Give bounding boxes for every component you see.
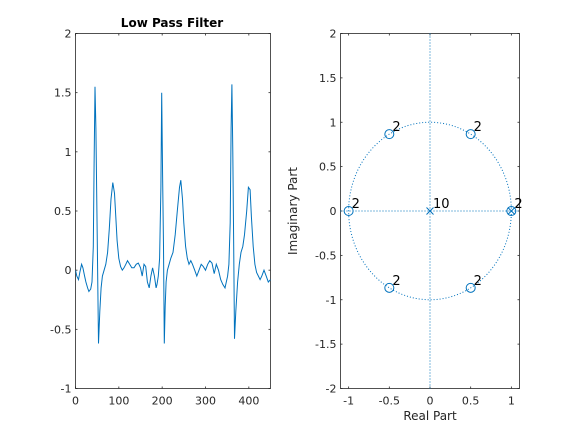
zero-multiplicity-label: 2 [514, 197, 522, 212]
chart2-ytick-label: -2 [326, 383, 337, 396]
chart1-ytick-label: 0.5 [54, 205, 72, 218]
chart2-xtick-label: -0.5 [379, 395, 400, 408]
chart1-title: Low Pass Filter [121, 16, 223, 30]
chart1-xtick-label: 0 [72, 395, 79, 408]
chart1-xtick-label: 200 [152, 395, 173, 408]
pole-multiplicity-label: 10 [433, 197, 450, 212]
chart2-xtick-label: 0 [427, 395, 434, 408]
zero-multiplicity-label: 2 [392, 120, 400, 135]
zero-marker [384, 282, 395, 293]
chart1-ytick-label: -0.5 [50, 323, 71, 336]
zero-marker [343, 206, 354, 216]
chart1-xtick-label: 100 [108, 395, 129, 408]
zero-marker [384, 129, 395, 140]
chart1-series-line [75, 84, 271, 344]
chart2-marks: 2 2 2 2 2 2 10 [343, 120, 523, 293]
chart1-xtick-label: 300 [195, 395, 216, 408]
chart1-ticks: 0 100 200 300 400 -1 -0.5 0 0.5 1 1.5 2 [50, 28, 271, 408]
chart2-xtick-label: 0.5 [462, 395, 480, 408]
chart2-xtick-label: 1 [508, 395, 515, 408]
chart2-ytick-label: 1.5 [319, 72, 337, 85]
zero-marker [506, 206, 517, 216]
chart1-ytick-label: -1 [61, 383, 72, 396]
chart1-axes-box [75, 33, 271, 389]
pole-marker [426, 207, 434, 215]
chart1-ytick-label: 2 [65, 28, 72, 41]
zero-multiplicity-label: 2 [474, 120, 482, 135]
chart2-ytick-label: -1.5 [315, 338, 336, 351]
chart1-ytick-label: 0 [65, 264, 72, 277]
chart1-ytick-label: 1 [65, 146, 72, 159]
pole-marker [507, 207, 516, 215]
chart2-ytick-label: 0 [330, 205, 337, 218]
chart1-xtick-label: 400 [238, 395, 259, 408]
chart2-ticks: -1 -0.5 0 0.5 1 -2 -1.5 -1 -0.5 0 0.5 1 1.5 2 [315, 28, 520, 408]
zero-multiplicity-label: 2 [474, 274, 482, 289]
chart2-ytick-label: 1 [330, 116, 337, 129]
chart1-ytick-label: 1.5 [54, 87, 72, 100]
zero-marker [465, 129, 476, 140]
chart2-xlabel: Real Part [403, 409, 457, 423]
chart2-ylabel: Imaginary Part [286, 167, 300, 255]
chart2-ytick-label: -0.5 [315, 249, 336, 262]
zero-multiplicity-label: 2 [392, 274, 400, 289]
low-pass-filter-chart: Low Pass Filter 0 100 200 300 400 -1 -0.5 0 0.5 1… [50, 16, 271, 408]
pole-zero-chart: -1 -0.5 0 0.5 1 -2 -1.5 -1 -0.5 0 0.5 1 1.5 2 2 2 2 2 2 2 1… [286, 28, 523, 424]
zero-marker [465, 282, 476, 293]
chart2-ytick-label: 0.5 [319, 161, 337, 174]
chart2-ytick-label: -1 [326, 294, 337, 307]
zero-multiplicity-label: 2 [352, 197, 360, 212]
chart2-ytick-label: 2 [330, 28, 337, 41]
chart2-xtick-label: -1 [343, 395, 354, 408]
